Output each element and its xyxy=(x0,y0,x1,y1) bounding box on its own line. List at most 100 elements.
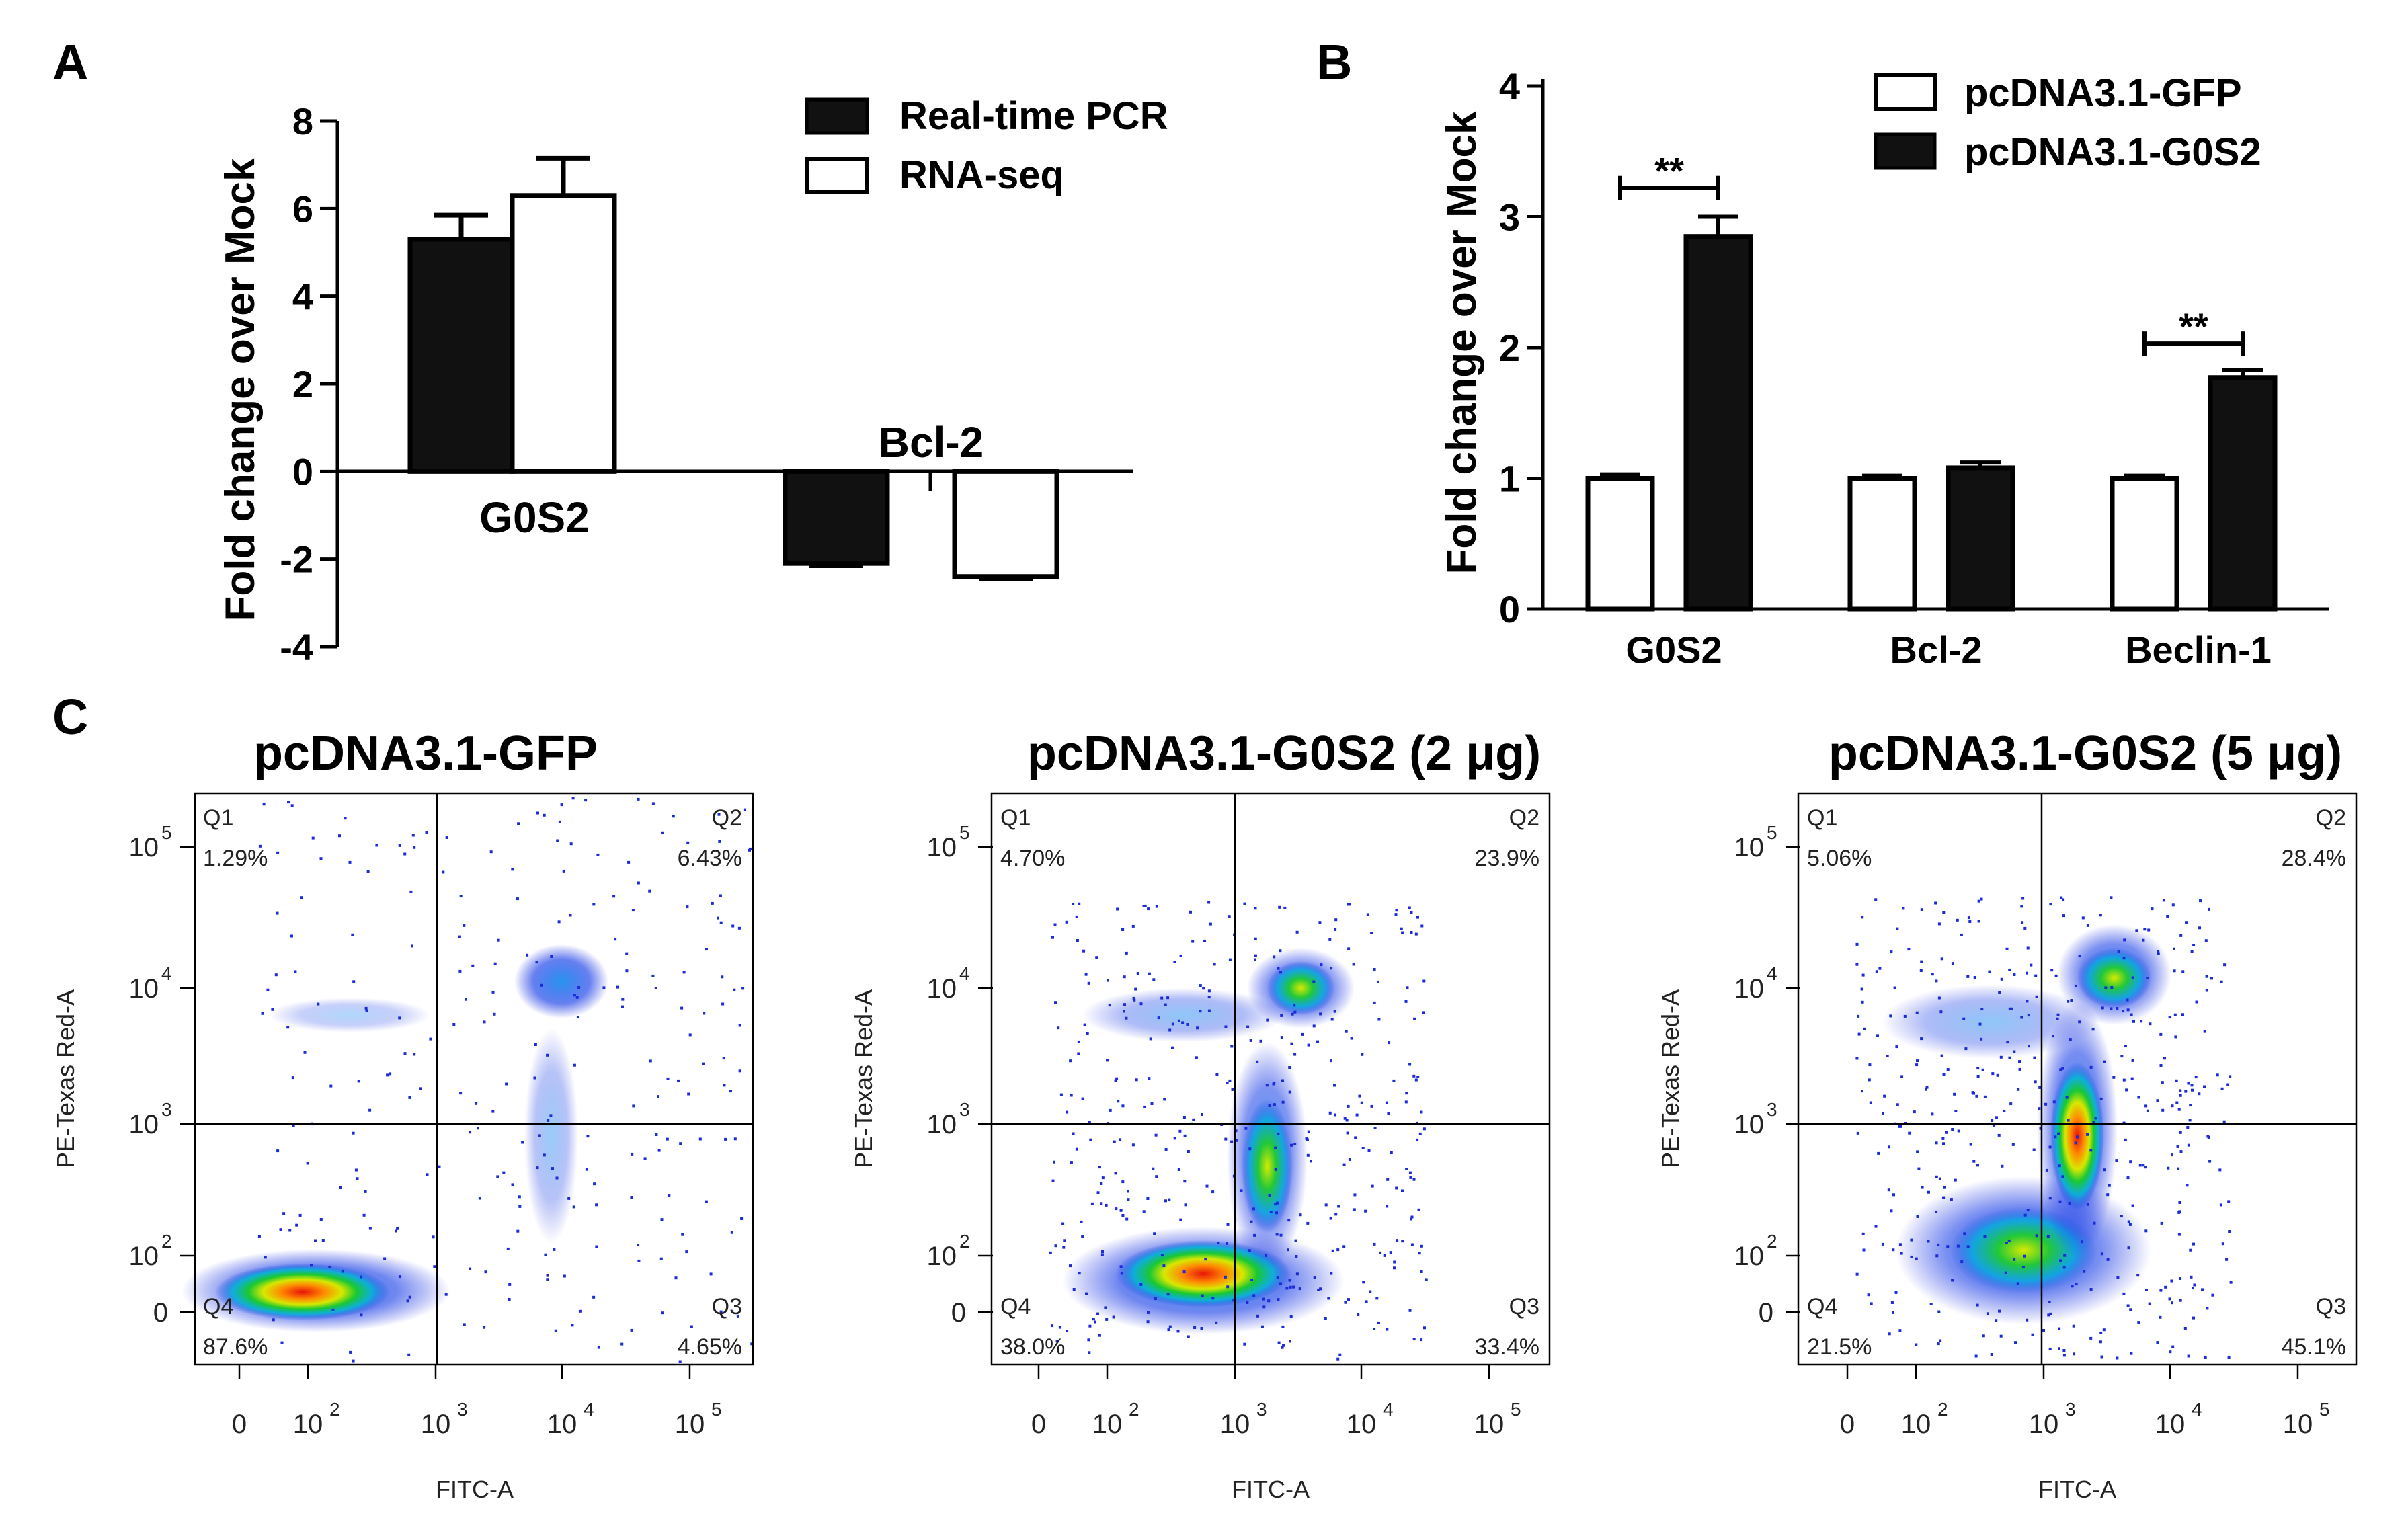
event-dot xyxy=(1999,1055,2003,1059)
event-dot xyxy=(477,1127,479,1130)
event-dot xyxy=(1986,1312,1989,1315)
event-dot xyxy=(1934,901,1937,905)
event-dot xyxy=(1149,1037,1152,1041)
event-dot xyxy=(475,1102,478,1105)
event-dot xyxy=(298,1213,302,1217)
event-dot xyxy=(621,998,625,1001)
event-dot xyxy=(1333,1084,1336,1087)
event-dot xyxy=(595,1245,598,1248)
event-dot xyxy=(2142,938,2145,942)
bar-pcdna3-1-gfp-g0s2 xyxy=(1585,476,1655,612)
event-dot xyxy=(516,897,519,901)
event-dot xyxy=(1946,1068,1950,1071)
event-dot xyxy=(2099,914,2102,917)
event-dot xyxy=(1855,942,1859,946)
event-dot xyxy=(540,983,543,987)
event-dot xyxy=(709,1272,713,1276)
event-dot xyxy=(383,1257,387,1260)
event-dot xyxy=(2006,1041,2009,1044)
event-dot xyxy=(458,969,462,973)
event-dot xyxy=(737,926,741,930)
event-dot xyxy=(1377,1018,1381,1021)
event-dot xyxy=(364,1006,368,1010)
quadrant-name-q1: Q1 xyxy=(203,805,233,831)
event-dot xyxy=(2193,1283,2196,1287)
event-dot xyxy=(386,1073,389,1077)
event-dot xyxy=(518,1195,521,1199)
event-dot xyxy=(1117,1100,1120,1103)
event-dot xyxy=(2192,1316,2195,1320)
event-dot xyxy=(2058,1347,2060,1350)
event-dot xyxy=(2048,1347,2052,1350)
event-dot xyxy=(1422,1011,1425,1014)
event-dot xyxy=(1892,1248,1895,1252)
event-dot xyxy=(1983,1235,1987,1238)
event-dot xyxy=(2218,1168,2222,1172)
event-dot xyxy=(544,1253,547,1256)
event-dot xyxy=(1164,1003,1167,1006)
panel-label-c: C xyxy=(52,689,88,745)
event-dot xyxy=(674,1276,678,1280)
event-dot xyxy=(555,1176,559,1180)
event-dot xyxy=(546,1278,549,1281)
event-dot xyxy=(1408,1171,1412,1174)
event-dot xyxy=(2192,944,2196,946)
event-dot xyxy=(1053,923,1057,926)
event-dot xyxy=(1313,1276,1316,1279)
event-dot xyxy=(1215,1321,1218,1324)
event-dot xyxy=(2100,1355,2103,1359)
event-dot xyxy=(2042,1329,2045,1332)
event-dot xyxy=(563,1274,566,1278)
event-dot xyxy=(2048,1145,2052,1149)
event-dot xyxy=(2044,1102,2048,1106)
event-dot xyxy=(1408,1309,1412,1312)
event-dot xyxy=(1125,1217,1129,1221)
event-dot xyxy=(1981,1068,1984,1071)
x-tick-exponent: 5 xyxy=(711,1399,722,1420)
event-dot xyxy=(1938,1177,1941,1180)
event-dot xyxy=(2189,1248,2192,1252)
event-dot xyxy=(1087,981,1090,985)
event-dot xyxy=(2206,1135,2210,1138)
event-dot xyxy=(2027,1014,2030,1017)
event-dot xyxy=(368,1108,372,1112)
event-dot xyxy=(1115,1207,1118,1211)
event-dot xyxy=(741,987,745,990)
x-tick-label: 10 xyxy=(1220,1410,1250,1439)
event-dot xyxy=(1968,920,1972,923)
event-dot xyxy=(2013,1258,2016,1261)
event-dot xyxy=(1088,1324,1092,1328)
event-dot xyxy=(2069,1038,2072,1041)
event-dot xyxy=(705,1200,708,1203)
event-dot xyxy=(1228,915,1231,918)
event-dot xyxy=(2120,1215,2123,1218)
event-dot xyxy=(2074,984,2077,987)
event-dot xyxy=(1266,1018,1269,1022)
event-dot xyxy=(1919,969,1923,972)
event-dot xyxy=(1405,1168,1408,1170)
event-dot xyxy=(1201,1113,1203,1116)
event-dot xyxy=(2178,1210,2181,1213)
event-dot xyxy=(1862,1248,1866,1252)
event-dot xyxy=(469,1267,472,1270)
event-dot xyxy=(1942,1073,1946,1076)
event-dot xyxy=(660,1218,664,1221)
event-dot xyxy=(1964,1047,1968,1051)
event-dot xyxy=(264,1256,267,1259)
event-dot xyxy=(1055,1340,1059,1343)
event-dot xyxy=(2056,1013,2060,1016)
event-dot xyxy=(1200,1327,1203,1330)
event-dot xyxy=(1960,933,1963,936)
event-dot xyxy=(2190,1084,2194,1087)
event-dot xyxy=(1977,899,1980,903)
event-dot xyxy=(1896,927,1899,930)
y-axis-label: PE-Texas Red-A xyxy=(52,989,79,1168)
event-dot xyxy=(2067,1119,2070,1122)
x-tick-exponent: 4 xyxy=(584,1399,594,1420)
event-dot xyxy=(2161,1081,2164,1084)
event-dot xyxy=(1413,1017,1416,1020)
y-tick-label-4: 4 xyxy=(292,276,313,318)
event-dot xyxy=(1974,1354,1978,1358)
event-dot xyxy=(722,1057,725,1060)
event-dot xyxy=(2116,1007,2119,1010)
